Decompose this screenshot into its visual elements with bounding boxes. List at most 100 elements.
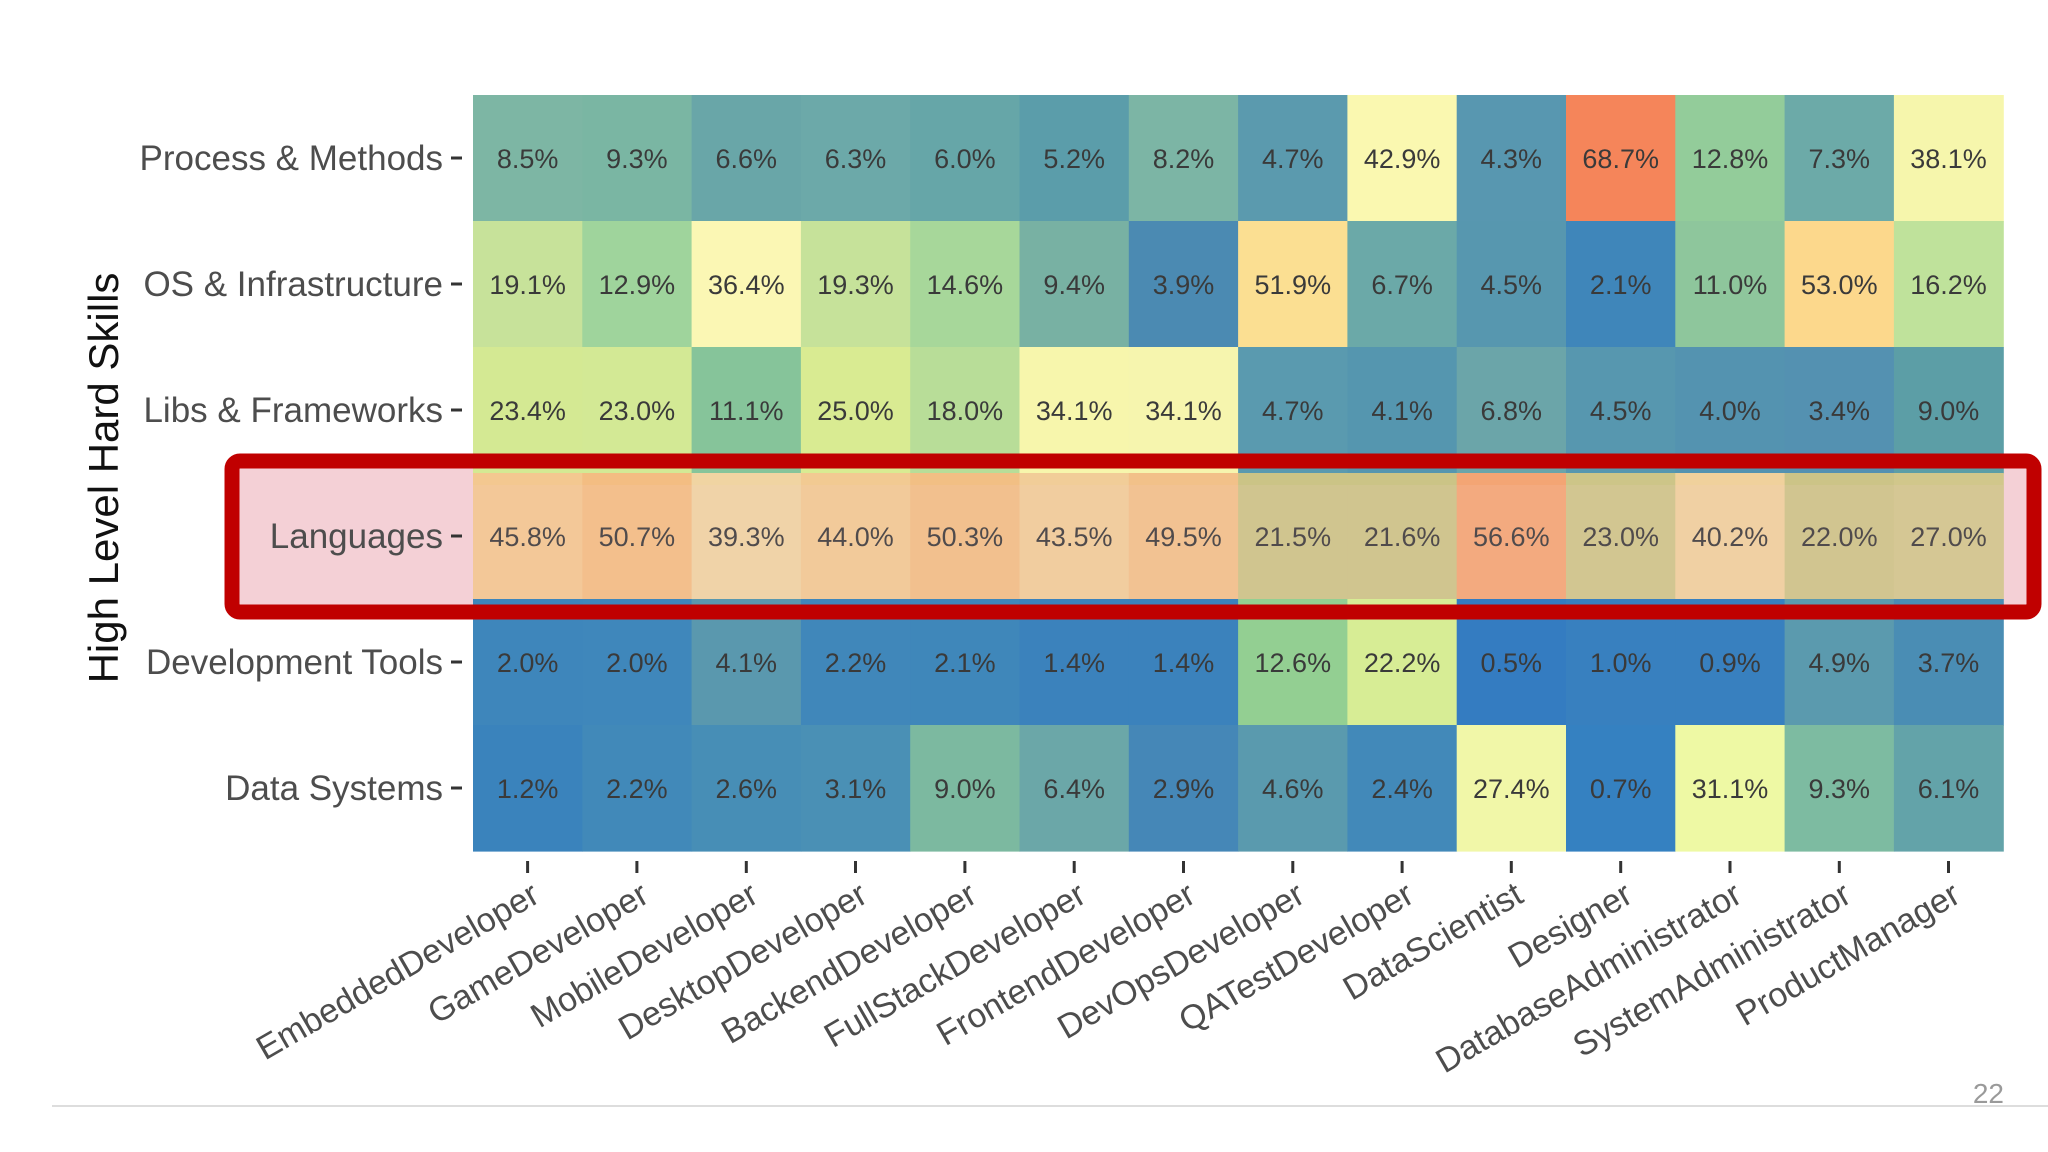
heatmap-cell [1347,221,1458,348]
cell-value-label: 2.4% [1371,774,1433,804]
heatmap-cell [473,599,583,726]
heatmap-cell [1566,599,1676,726]
cell-value-label: 19.3% [817,270,894,300]
cell-value-label: 3.4% [1809,396,1871,426]
row-label: Development Tools [146,643,443,682]
heatmap-cell [582,599,693,726]
heatmap-cell [1128,599,1239,726]
cell-value-label: 21.6% [1364,522,1441,552]
cell-value-label: 38.1% [1910,144,1987,174]
heatmap-cell [800,599,911,726]
cell-value-label: 45.8% [489,522,566,552]
cell-value-label: 9.3% [1809,774,1871,804]
row-label: OS & Infrastructure [143,265,443,304]
cell-value-label: 4.7% [1262,144,1324,174]
cell-value-label: 31.1% [1692,774,1769,804]
cell-value-label: 4.3% [1481,144,1543,174]
heatmap-cell [1128,221,1239,348]
cell-value-label: 4.1% [716,648,778,678]
cell-value-label: 9.0% [1918,396,1980,426]
cell-value-label: 50.7% [599,522,676,552]
heatmap-cell [1784,725,1895,852]
heatmap-cell [1675,347,1786,474]
slide-footer-rule [52,1105,2048,1107]
heatmap-cell [910,95,1021,222]
cell-value-label: 27.4% [1473,774,1550,804]
heatmap-cell [473,473,583,600]
cell-value-label: 36.4% [708,270,785,300]
heatmap-cell [1893,347,2004,474]
cell-value-label: 3.7% [1918,648,1980,678]
heatmap-cell [1456,473,1567,600]
cell-value-label: 6.4% [1043,774,1105,804]
cell-value-label: 42.9% [1364,144,1441,174]
heatmap-cell [910,347,1021,474]
heatmap-cell [1566,221,1676,348]
heatmap-cell [1893,725,2004,852]
cell-value-label: 51.9% [1255,270,1332,300]
heatmap-cell [1893,473,2004,600]
heatmap-cell [1347,95,1458,222]
heatmap-cell [1784,95,1895,222]
heatmap-cell [1784,221,1895,348]
cell-value-label: 14.6% [927,270,1004,300]
cell-value-label: 16.2% [1910,270,1987,300]
row-label: Data Systems [225,769,443,808]
heatmap-cell [910,473,1021,600]
cell-value-label: 1.4% [1153,648,1215,678]
heatmap-cell [910,725,1021,852]
heatmap-cell [691,599,802,726]
heatmap-cell [473,725,583,852]
heatmap-cell [1566,725,1676,852]
heatmap-cell [1675,95,1786,222]
cell-value-label: 1.4% [1043,648,1105,678]
heatmap-cell [910,221,1021,348]
cell-value-label: 18.0% [927,396,1004,426]
heatmap-cell [1784,599,1895,726]
cell-value-label: 12.8% [1692,144,1769,174]
heatmap-cell [582,95,693,222]
cell-value-label: 7.3% [1809,144,1871,174]
cell-value-label: 8.5% [497,144,559,174]
heatmap-cell [1675,473,1786,600]
cell-value-label: 50.3% [927,522,1004,552]
row-labels: Process & Methods OS & Infrastructure Libs… [140,139,462,808]
heatmap-cell [1238,599,1348,726]
heatmap-cell [1893,221,2004,348]
heatmap-cell [1456,599,1567,726]
heatmap-cell [582,221,693,348]
cell-value-label: 9.3% [606,144,668,174]
heatmap-cell [1675,221,1786,348]
heatmap-cell [1019,725,1130,852]
page-number: 22 [1972,1078,2004,1109]
heatmap-cell [1566,473,1676,600]
column-labels: EmbeddedDeveloperGameDeveloperMobileDeve… [250,861,1967,1081]
heatmap-cell [1019,599,1130,726]
heatmap-cell [1784,473,1895,600]
cell-value-label: 23.4% [489,396,566,426]
cell-value-label: 11.1% [709,396,784,426]
cell-value-label: 9.4% [1043,270,1105,300]
heatmap-cell [1128,473,1239,600]
heatmap-cell [1128,725,1239,852]
cell-value-label: 6.7% [1371,270,1433,300]
cell-value-label: 2.1% [1590,270,1652,300]
cell-value-label: 0.7% [1590,774,1652,804]
heatmap-cell [1456,95,1567,222]
heatmap-cells: 8.5% 9.3% 6.6% 6.3% 6.0% 5.2% 8.2% 4.7% 42.9% 4.3… [473,95,2004,852]
heatmap-cell [582,347,693,474]
heatmap-cell [473,95,583,222]
heatmap-cell [1019,95,1130,222]
heatmap-cell [1347,725,1458,852]
cell-value-label: 1.2% [497,774,559,804]
cell-value-label: 34.1% [1145,396,1222,426]
heatmap-cell [800,221,911,348]
heatmap-cell [582,473,693,600]
heatmap-cell [1019,473,1130,600]
cell-value-label: 6.3% [825,144,887,174]
heatmap-cell [691,221,802,348]
y-axis-title: High Level Hard Skills [80,273,127,684]
cell-value-label: 12.6% [1255,648,1332,678]
cell-value-label: 22.2% [1364,648,1441,678]
